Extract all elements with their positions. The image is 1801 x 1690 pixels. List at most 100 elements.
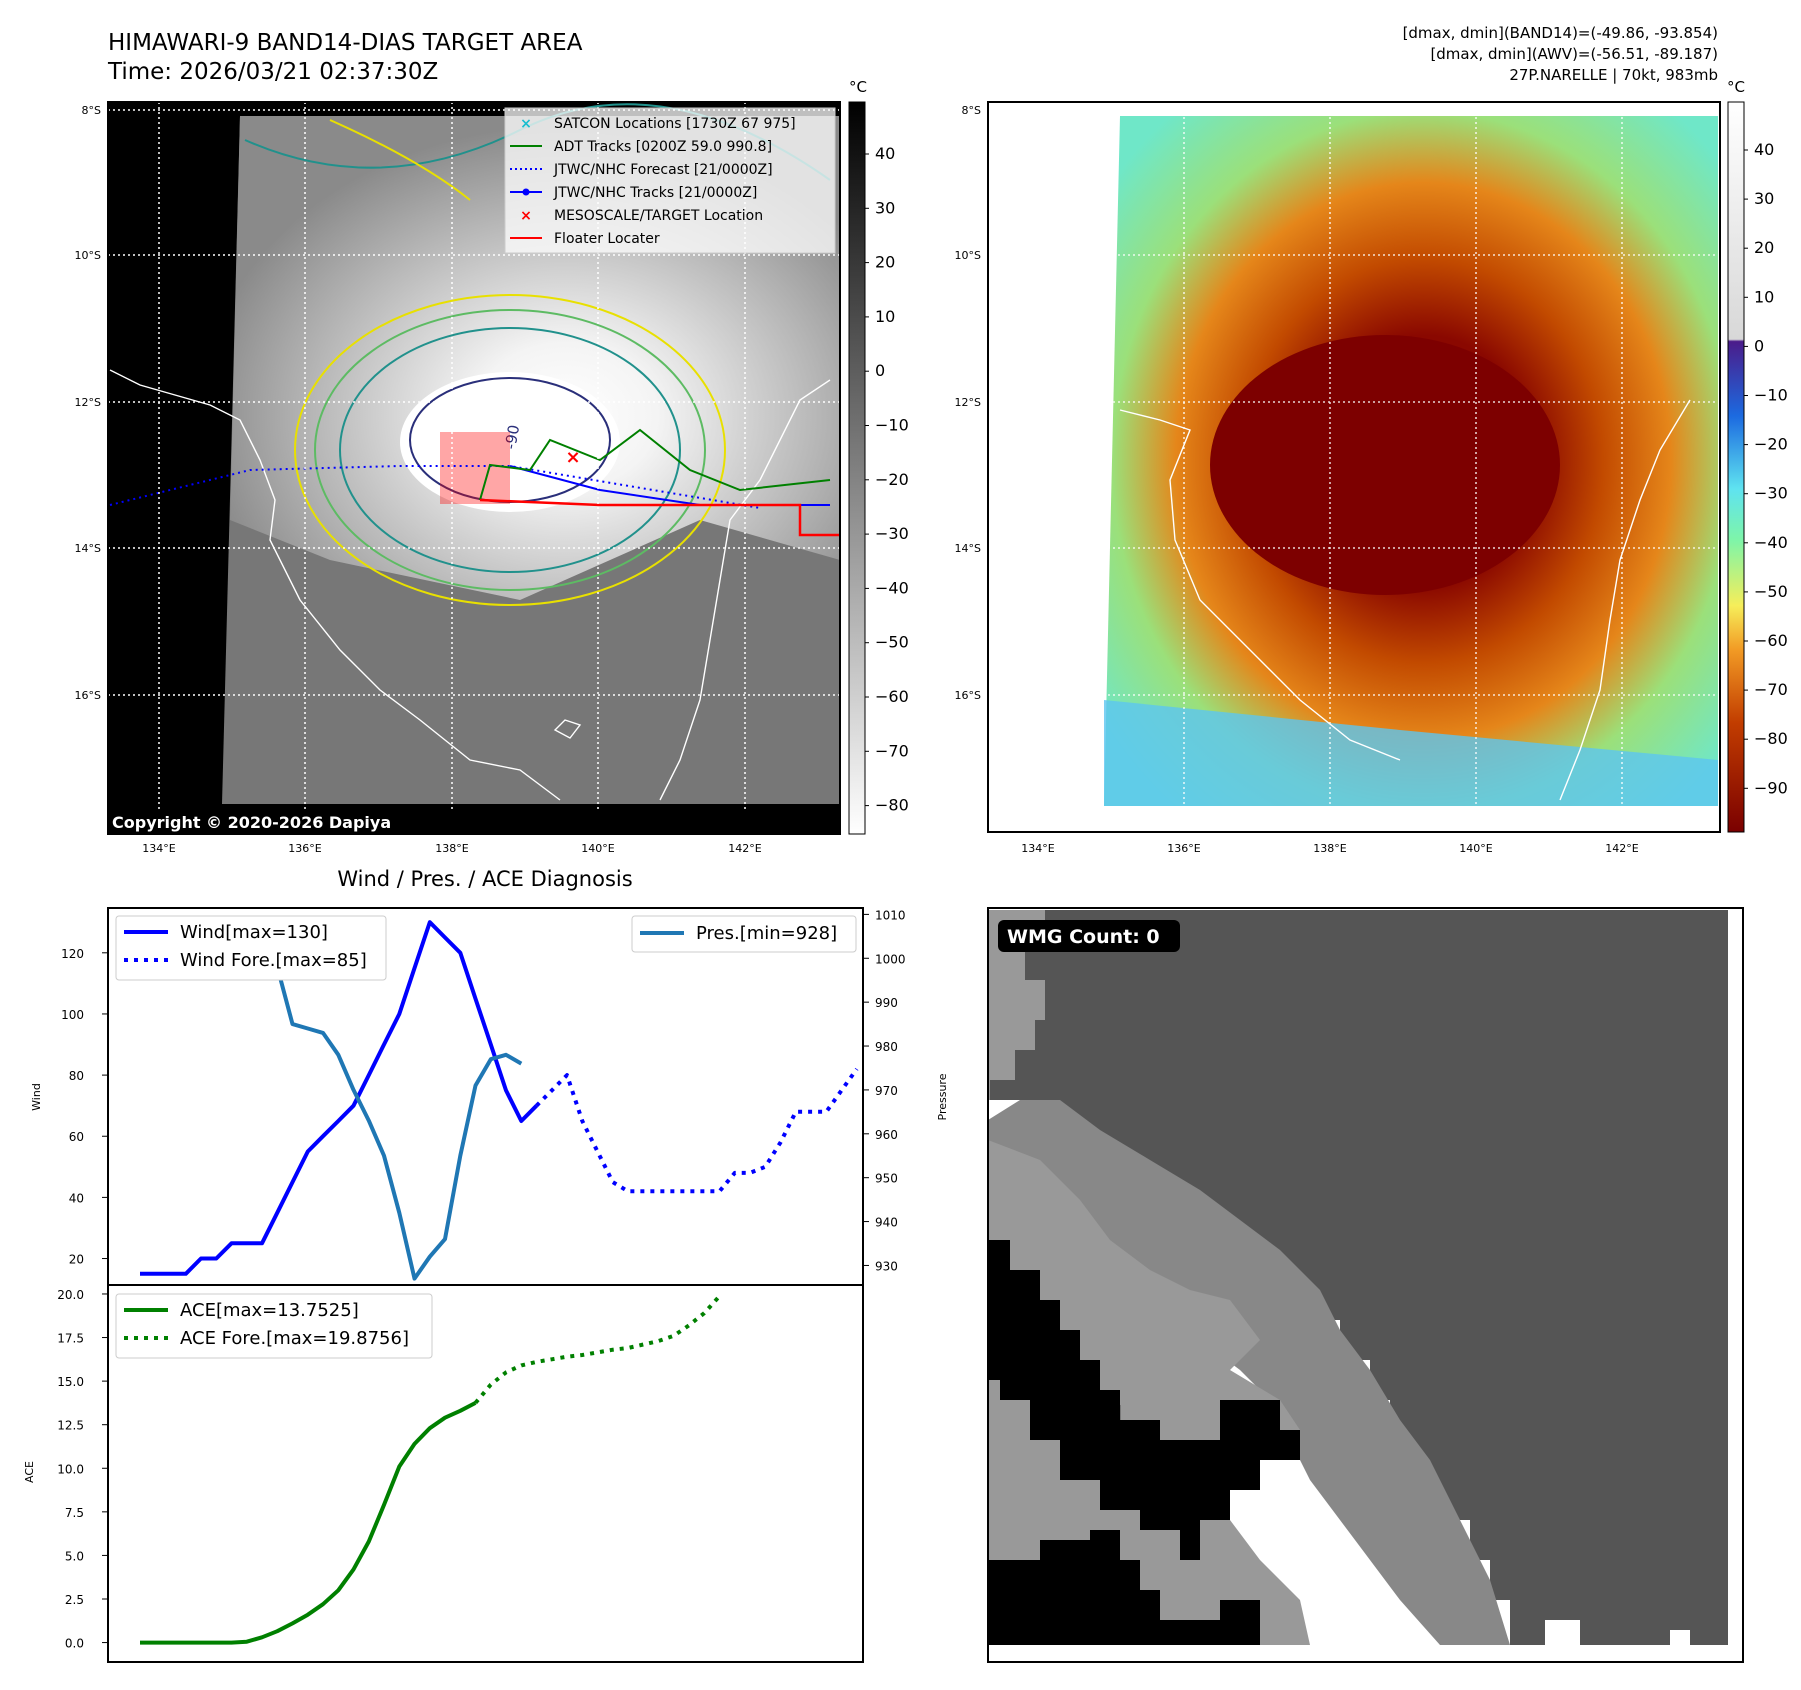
coastlines	[109, 369, 831, 801]
ace-tick-label: 0.0	[65, 1637, 84, 1651]
ir-storm-core	[400, 372, 620, 512]
wmg-count-label: WMG Count: 0	[1007, 926, 1160, 948]
awv-coastline-cape-york	[1559, 399, 1691, 801]
colorbar-gray	[848, 101, 866, 835]
wind-tick-label: 80	[69, 1069, 84, 1083]
mesoscale-target-box	[440, 432, 510, 504]
legend-marker: ×	[520, 208, 532, 224]
awv-lat-tick: 10°S	[955, 249, 981, 262]
colorbar-tick-label: 40	[875, 144, 895, 163]
figure-title: HIMAWARI-9 BAND14-DIAS TARGET AREA	[108, 30, 583, 56]
wmg-region-mid	[988, 1100, 1510, 1645]
figure-time: Time: 2026/03/21 02:37:30Z	[107, 59, 438, 85]
colorbar-tick-label: 20	[1754, 238, 1774, 257]
colorbar-tick-label: 0	[1754, 336, 1764, 355]
wind-tick-label: 60	[69, 1130, 84, 1144]
awv-lat-tick: 16°S	[955, 689, 981, 702]
colorbar-tick-label: −50	[1754, 582, 1788, 601]
legend-dot	[522, 188, 530, 196]
ace-tick-label: 10.0	[57, 1462, 84, 1476]
ace-axis-label: ACE	[23, 1461, 36, 1483]
wind-tick-label: 120	[61, 947, 84, 961]
legend-box	[504, 107, 836, 254]
copyright-text: Copyright © 2020-2026 Dapiya	[112, 813, 391, 832]
jtwc-forecast-track	[109, 465, 761, 509]
wmg-frame	[987, 907, 1744, 1663]
colorbar-awv	[1727, 101, 1745, 833]
wmg-region-light-south	[988, 1140, 1310, 1645]
awv-coastlines	[1119, 399, 1691, 801]
ace-tick-label: 12.5	[57, 1419, 84, 1433]
awv-lon-tick-labels: 134°E 136°E 138°E 140°E 142°E	[1021, 842, 1638, 855]
ir-lon-tick: 142°E	[728, 842, 761, 855]
colorbar-tick-label: 30	[1754, 189, 1774, 208]
colorbar-tick-label: −60	[875, 687, 909, 706]
pressure-tick-label: 990	[875, 996, 898, 1010]
colorbar-tick-label: 40	[1754, 140, 1774, 159]
legend-item-label: JTWC/NHC Forecast [21/0000Z]	[553, 162, 773, 178]
pressure-tick-label: 980	[875, 1040, 898, 1054]
wind-pressure-plot: 20 40 60 80 100 120 930 940 950 960 970 980 990 1000 1…	[61, 908, 906, 1281]
pressure-tick-label: 970	[875, 1084, 898, 1098]
wind-legend-box	[115, 915, 387, 981]
awv-lat-tick: 8°S	[962, 104, 981, 117]
wind-legend-label: Wind Fore.[max=85]	[180, 950, 367, 971]
colorbar-tick-label: −30	[1754, 484, 1788, 503]
awv-lon-tick: 140°E	[1459, 842, 1492, 855]
ir-lat-tick: 14°S	[75, 542, 101, 555]
target-marker: ×	[565, 447, 580, 468]
awv-map-frame	[987, 101, 1721, 833]
pressure-axis-label: Pressure	[936, 1073, 949, 1120]
ace-tick-label: 2.5	[65, 1593, 84, 1607]
ir-lat-tick: 10°S	[75, 249, 101, 262]
pressure-tick-label: 960	[875, 1128, 898, 1142]
pressure-tick-label: 1000	[875, 952, 906, 966]
colorbar-tick-label: −70	[875, 741, 909, 760]
legend-item-label: ADT Tracks [0200Z 59.0 990.8]	[554, 139, 772, 155]
wind-tick-label: 20	[69, 1253, 84, 1267]
colorbar-tick-label: −20	[875, 470, 909, 489]
pressure-legend-box	[631, 915, 857, 953]
coastline-cape-york	[659, 379, 831, 801]
ace-tick-label: 15.0	[57, 1375, 84, 1389]
wind-tick-label: 40	[69, 1191, 84, 1205]
colorbar-tick-label: −10	[1754, 386, 1788, 405]
colorbar-awv-ticks: 40 30 20 10 0 −10 −20 −30 −40 −50 −60 −70 −80 −90	[1744, 140, 1788, 797]
diagnosis-title: Wind / Pres. / ACE Diagnosis	[337, 867, 632, 891]
ace-tick-label: 20.0	[57, 1288, 84, 1302]
ace-tick-label: 5.0	[65, 1549, 84, 1563]
colorbar-gray-unit: °C	[849, 78, 867, 96]
wmg-count-badge	[998, 920, 1180, 952]
awv-map	[987, 101, 1721, 833]
ir-lat-tick: 16°S	[75, 689, 101, 702]
pressure-tick-label: 930	[875, 1259, 898, 1273]
contour-band-ne	[329, 119, 471, 201]
ir-lon-tick: 138°E	[435, 842, 468, 855]
ace-plot-frame	[107, 1284, 864, 1663]
floater-locater	[479, 498, 840, 537]
legend-item-label: SATCON Locations [1730Z 67 975]	[554, 116, 796, 132]
contour-label: -90	[501, 423, 523, 450]
ir-map: -90 × × SATCON Locations [1730Z 67 975] AD…	[107, 101, 841, 835]
pressure-tick-label: 950	[875, 1172, 898, 1186]
legend-item-label: MESOSCALE/TARGET Location	[554, 208, 763, 224]
colorbar-tick-label: 0	[875, 361, 885, 380]
wind-axis-label: Wind	[30, 1083, 43, 1111]
pressure-tick-label: 1010	[875, 908, 906, 922]
series-line-1	[535, 1067, 859, 1194]
contour-ring-2	[339, 327, 681, 573]
wmg-region-dark	[990, 910, 1728, 1645]
island-mornington	[553, 719, 582, 739]
wind-legend-label: Wind[max=130]	[180, 922, 328, 943]
legend-item-label: JTWC/NHC Tracks [21/0000Z]	[553, 185, 757, 201]
colorbar-gray-ticks: 40 30 20 10 0 −10 −20 −30 −40 −50 −60 −70 −80	[865, 144, 909, 815]
pressure-legend-label: Pres.[min=928]	[696, 923, 837, 944]
ir-lon-tick: 140°E	[581, 842, 614, 855]
ace-series-line-1	[473, 1294, 721, 1405]
ir-lon-tick: 134°E	[142, 842, 175, 855]
copyright-strip	[108, 810, 840, 834]
ir-lat-tick: 12°S	[75, 396, 101, 409]
colorbar-tick-label: −60	[1754, 631, 1788, 650]
colorbar-tick-label: −80	[1754, 729, 1788, 748]
